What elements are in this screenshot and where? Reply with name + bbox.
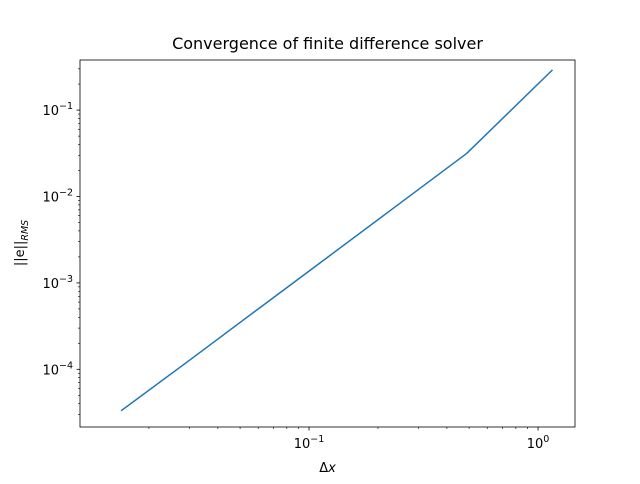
y-axis-ticks: 10−4 10−3 10−2 10−1 — [42, 68, 80, 415]
series-layer — [120, 69, 554, 412]
y-axis-label: ||e||RMS — [13, 220, 31, 266]
series-line-0 — [120, 69, 554, 412]
x-axis-label: Δx — [319, 461, 336, 476]
x-tick-label: 10−1 — [294, 434, 325, 452]
axes-frame — [79, 59, 576, 428]
y-tick-label: 10−3 — [42, 274, 73, 292]
chart-title: Convergence of finite difference solver — [172, 34, 483, 53]
x-tick-label: 100 — [527, 434, 550, 452]
y-tick-label: 10−4 — [42, 360, 73, 378]
y-tick-label: 10−2 — [42, 188, 73, 206]
plot-background — [80, 60, 575, 427]
x-axis-ticks: 10−1 100 — [148, 427, 550, 452]
plot-area — [80, 60, 575, 427]
y-tick-label: 10−1 — [42, 101, 73, 119]
